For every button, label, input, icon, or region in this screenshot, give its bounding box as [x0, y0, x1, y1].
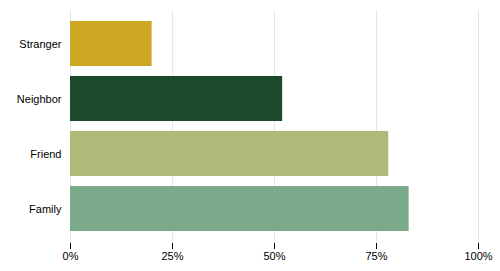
svg-text:Stranger: Stranger	[19, 38, 62, 50]
svg-text:75%: 75%	[365, 250, 387, 262]
svg-text:Neighbor: Neighbor	[17, 93, 62, 105]
svg-text:Family: Family	[29, 203, 62, 215]
svg-text:Friend: Friend	[30, 148, 61, 160]
svg-text:100%: 100%	[464, 250, 492, 262]
svg-text:50%: 50%	[263, 250, 285, 262]
svg-text:0%: 0%	[63, 250, 79, 262]
svg-text:25%: 25%	[161, 250, 183, 262]
